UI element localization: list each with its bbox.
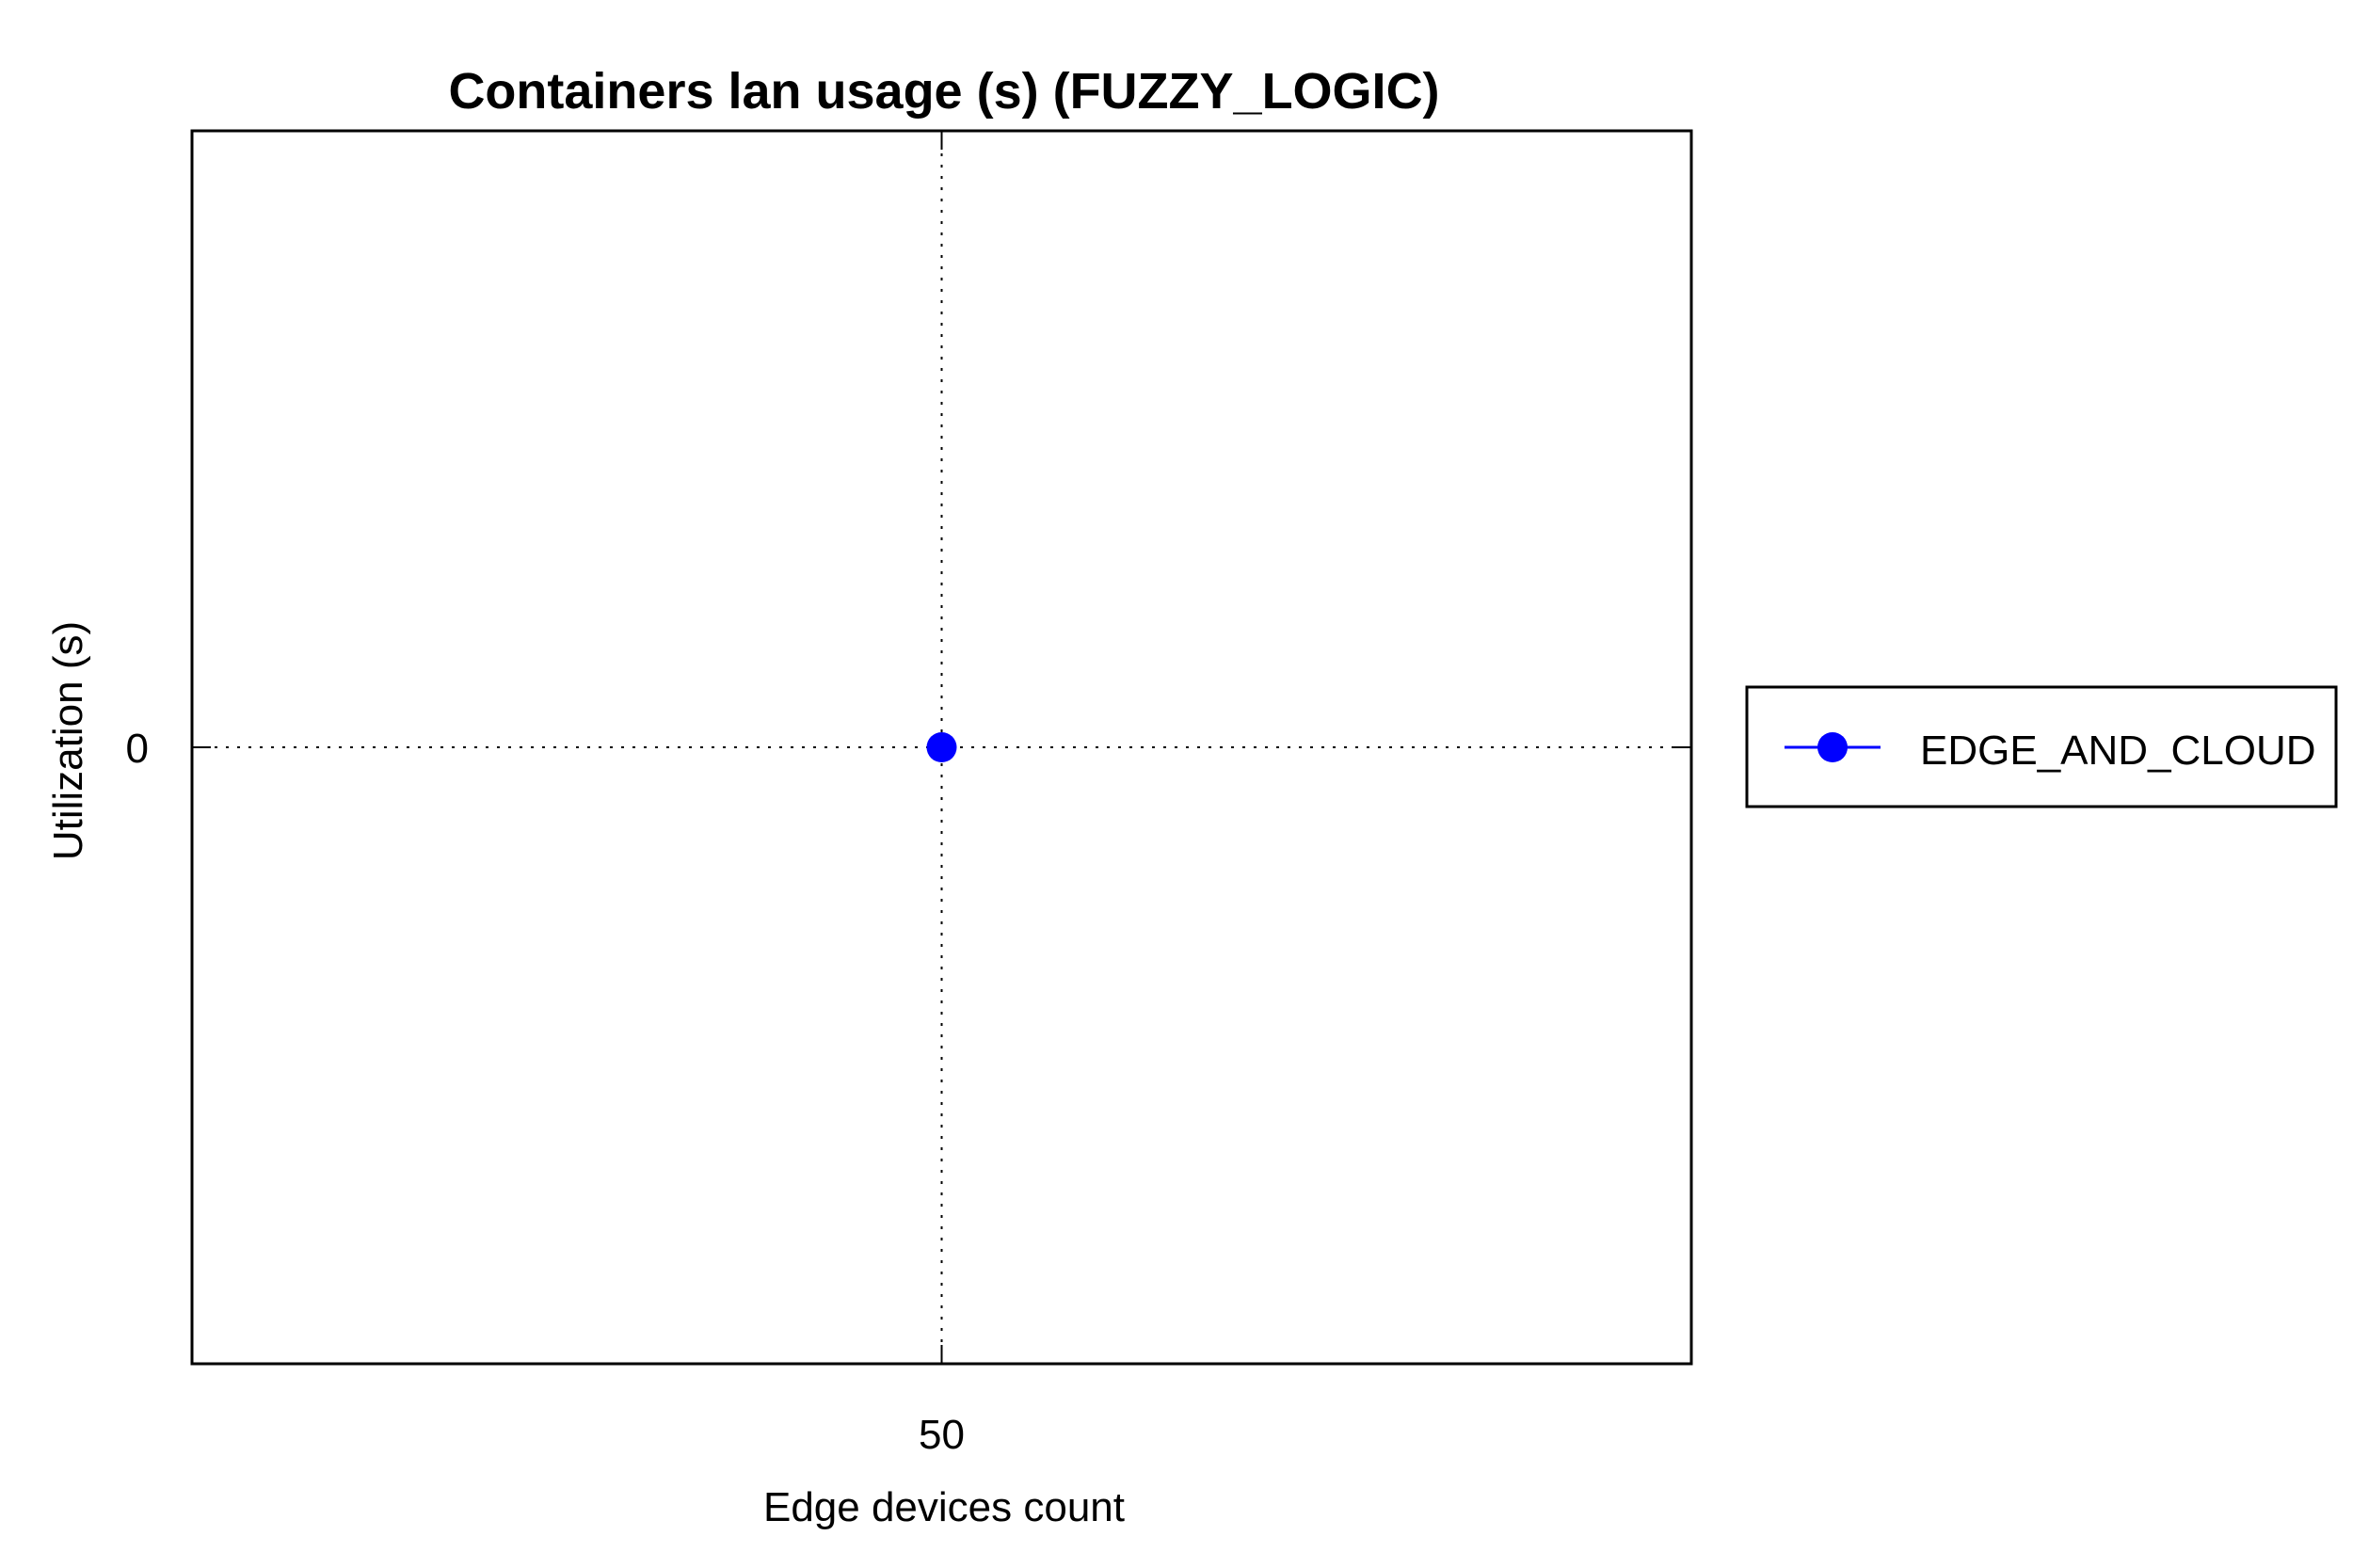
data-point	[926, 732, 957, 762]
axis-ticks: 50 0	[126, 131, 1691, 1458]
grid	[192, 131, 1691, 1364]
x-axis-label: Edge devices count	[763, 1484, 1125, 1530]
legend-marker-edge-and-cloud	[1817, 732, 1848, 762]
y-axis-label: Utilization (s)	[45, 621, 91, 860]
legend-label-edge-and-cloud: EDGE_AND_CLOUD	[1920, 728, 2316, 774]
chart-title: Containers lan usage (s) (FUZZY_LOGIC)	[448, 63, 1439, 120]
series-layer	[926, 732, 957, 762]
y-tick-label: 0	[126, 726, 149, 772]
legend: EDGE_AND_CLOUD	[1745, 685, 2338, 808]
x-tick-label: 50	[919, 1412, 965, 1458]
